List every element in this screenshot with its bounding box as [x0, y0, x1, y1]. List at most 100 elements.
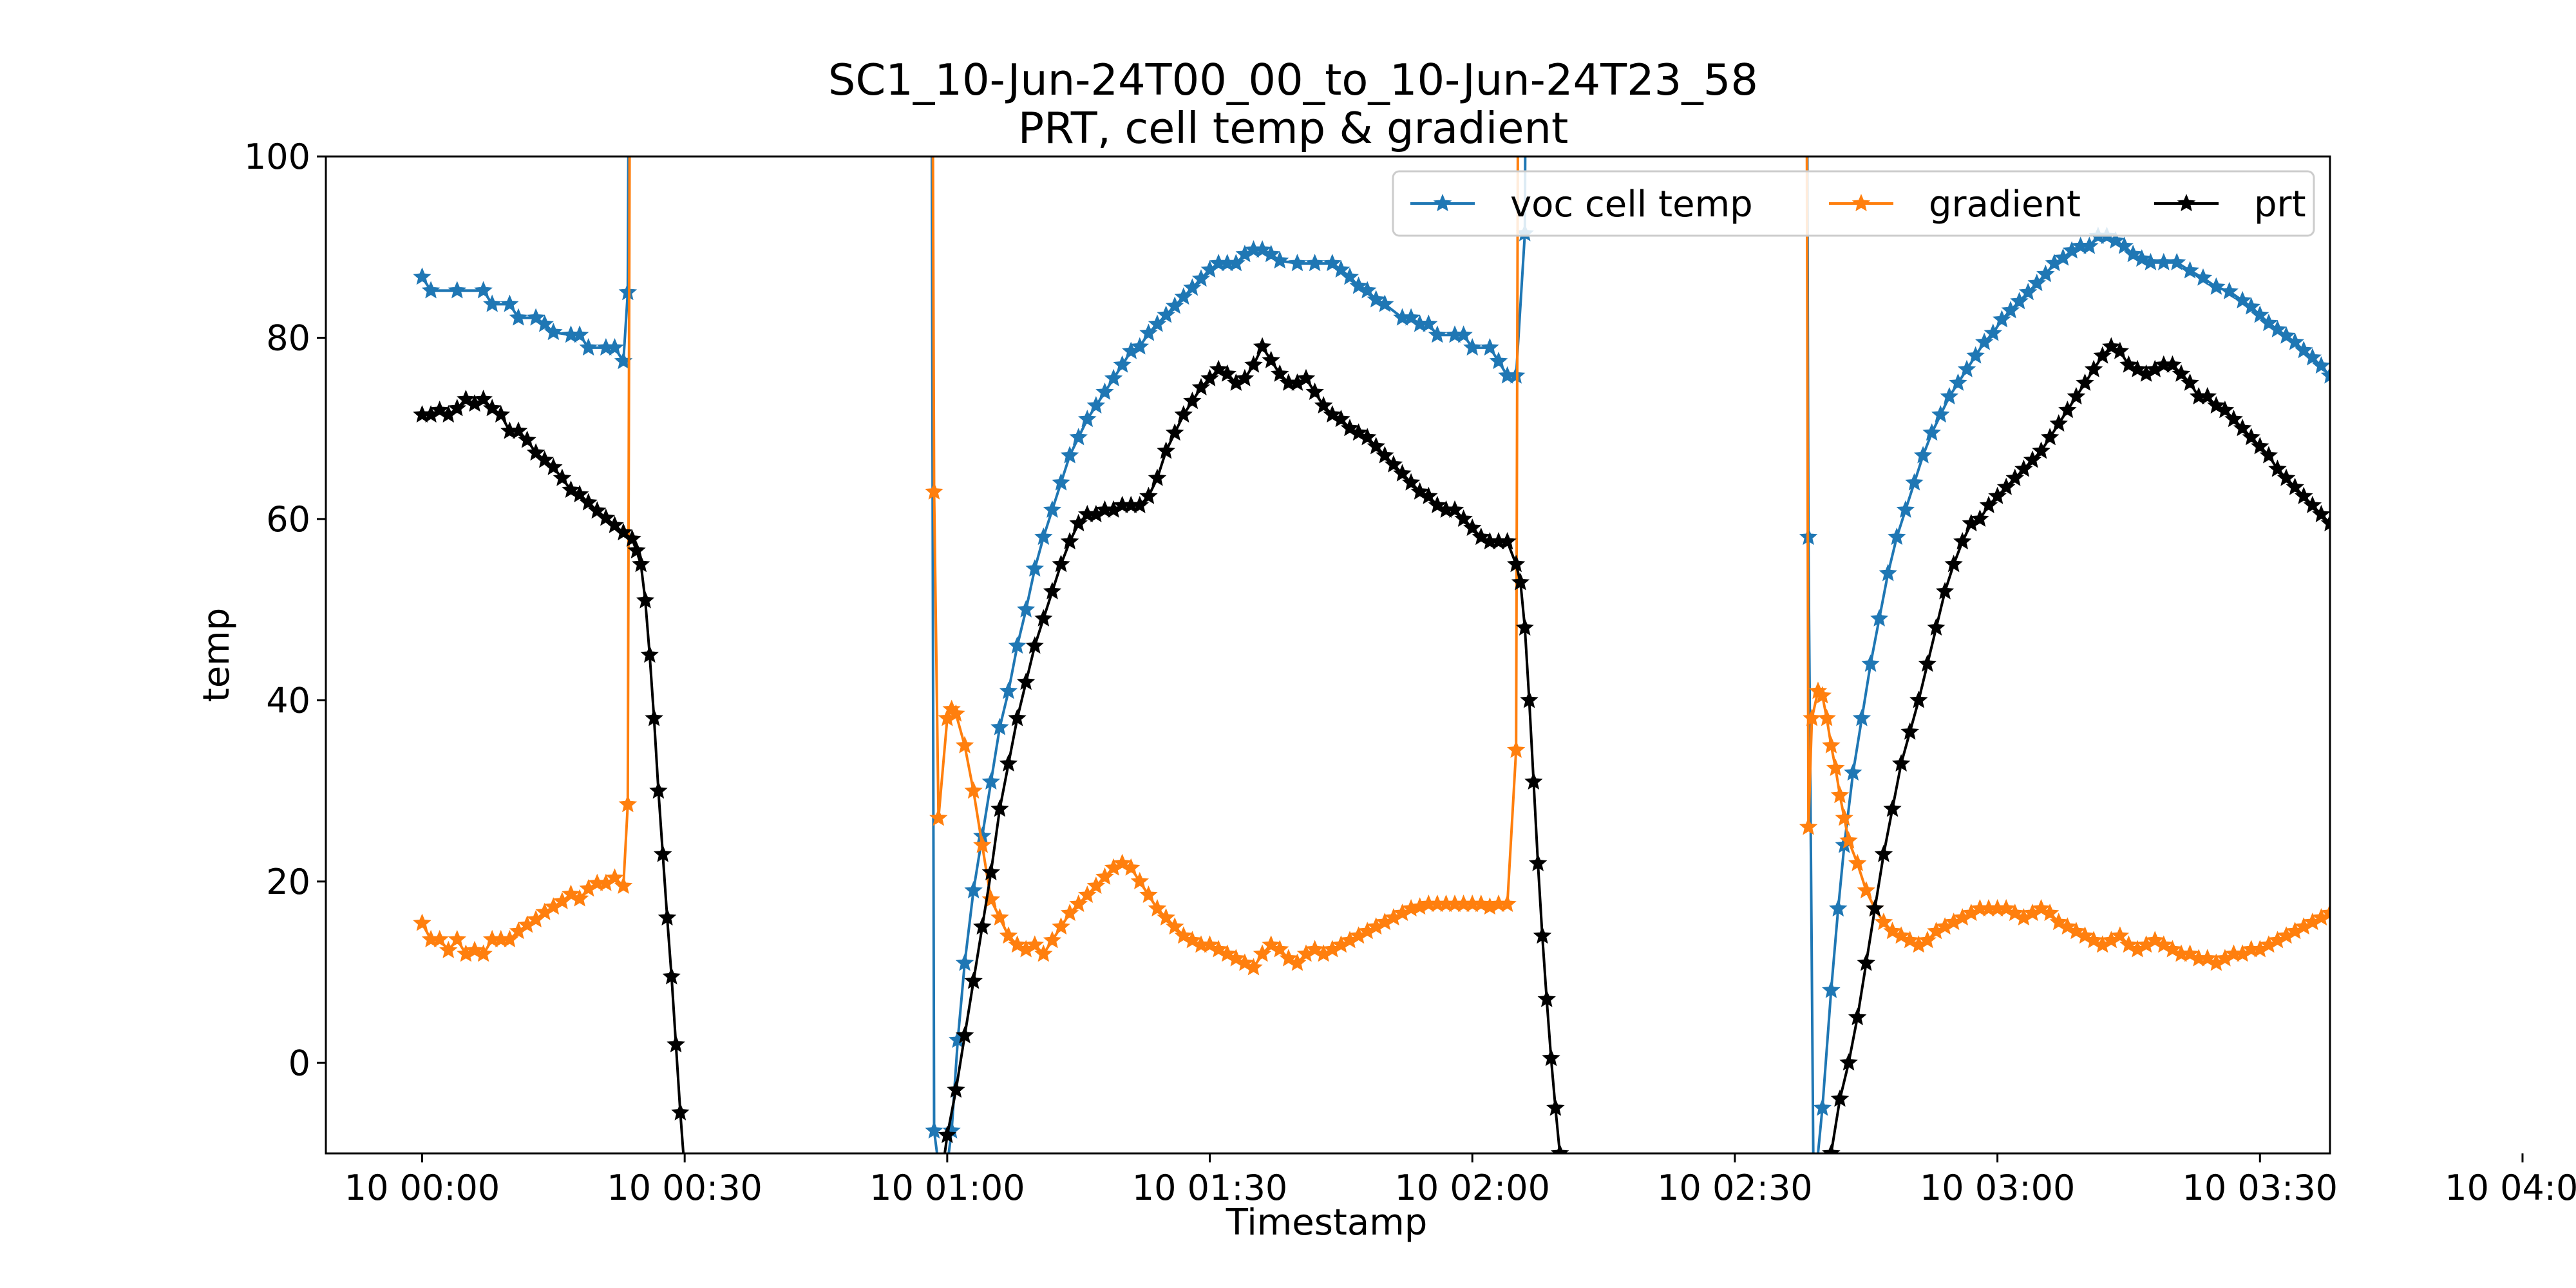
- data-point: [1296, 368, 1316, 386]
- data-point: [973, 917, 992, 935]
- data-point: [2036, 264, 2055, 283]
- data-point: [1253, 337, 1272, 355]
- data-point: [1069, 513, 1088, 532]
- data-point: [999, 753, 1018, 772]
- data-point: [605, 337, 624, 356]
- data-point: [1874, 913, 1893, 931]
- data-point: [990, 799, 1009, 817]
- data-point: [964, 880, 983, 898]
- data-point: [1060, 904, 1079, 922]
- data-point: [2167, 252, 2186, 270]
- data-point: [2242, 428, 2260, 446]
- data-point: [1829, 899, 1848, 917]
- data-point: [439, 940, 458, 958]
- data-point: [1043, 500, 1062, 518]
- data-point: [658, 908, 677, 926]
- data-point: [1271, 940, 1289, 958]
- data-point: [973, 835, 992, 853]
- data-point: [1909, 690, 1928, 708]
- data-point: [2014, 459, 2033, 477]
- data-point: [2058, 401, 2077, 419]
- data-point: [1060, 446, 1079, 464]
- data-point: [1428, 325, 1447, 343]
- data-point: [614, 876, 633, 894]
- data-point: [2224, 410, 2243, 428]
- data-point: [1883, 799, 1902, 817]
- series-gradient: [413, 156, 2330, 976]
- data-point: [964, 781, 983, 799]
- data-point: [588, 501, 607, 519]
- data-point: [2303, 495, 2322, 513]
- data-point: [1165, 423, 1184, 441]
- data-point: [1376, 446, 1394, 464]
- data-point: [1008, 708, 1027, 726]
- data-point: [1271, 364, 1289, 382]
- y-tick-label: 40: [266, 680, 310, 721]
- data-point: [1165, 296, 1184, 314]
- data-point: [1852, 708, 1871, 726]
- data-point: [2027, 274, 2046, 292]
- data-point: [2312, 356, 2330, 374]
- data-point: [999, 681, 1018, 699]
- data-point: [2032, 441, 2050, 459]
- data-point: [1830, 786, 1850, 804]
- data-point: [955, 1026, 974, 1044]
- x-tick-label: 10 01:30: [1132, 1168, 1288, 1208]
- y-axis-label: temp: [196, 608, 238, 703]
- data-point: [1888, 527, 1906, 545]
- data-point: [1008, 636, 1027, 654]
- data-point: [1043, 931, 1062, 949]
- data-point: [947, 704, 965, 722]
- data-point: [1931, 405, 1950, 423]
- data-point: [2193, 268, 2213, 286]
- data-point: [2207, 277, 2226, 295]
- data-point: [1822, 1144, 1841, 1153]
- data-point: [1183, 392, 1202, 410]
- data-point: [1060, 532, 1079, 550]
- data-point: [474, 281, 493, 299]
- data-point: [570, 889, 589, 907]
- data-point: [1918, 654, 1937, 672]
- data-point: [1340, 267, 1359, 285]
- data-point: [544, 323, 563, 341]
- data-point: [1043, 582, 1062, 600]
- data-point: [614, 523, 633, 541]
- data-point: [1481, 337, 1499, 356]
- data-point: [518, 430, 536, 448]
- data-point: [1314, 396, 1333, 414]
- data-point: [1157, 305, 1175, 323]
- data-point: [1848, 1007, 1867, 1025]
- data-point: [2005, 468, 2024, 486]
- data-point: [1130, 871, 1150, 889]
- data-point: [1857, 880, 1875, 898]
- data-point: [990, 717, 1009, 735]
- data-point: [2076, 373, 2094, 391]
- data-point: [1498, 532, 1517, 550]
- data-point: [1419, 486, 1438, 504]
- data-point: [1844, 762, 1862, 781]
- data-point: [2242, 297, 2260, 315]
- data-point: [1861, 654, 1880, 672]
- data-point: [474, 390, 493, 408]
- data-point: [605, 515, 624, 533]
- data-point: [1025, 636, 1044, 654]
- data-point: [1542, 1048, 1560, 1066]
- data-point: [1533, 926, 1552, 944]
- data-point: [509, 308, 528, 326]
- data-point: [482, 294, 502, 312]
- legend: voc cell temp gradient prt: [1392, 170, 2315, 237]
- data-point: [1515, 618, 1534, 636]
- y-tick-label: 20: [266, 862, 310, 902]
- data-point: [544, 457, 563, 475]
- data-point: [1227, 254, 1245, 272]
- data-point: [1183, 278, 1202, 296]
- data-point: [1262, 350, 1280, 368]
- data-point: [1498, 895, 1517, 913]
- data-point: [1358, 281, 1377, 299]
- data-point: [1848, 853, 1867, 871]
- data-point: [482, 399, 502, 417]
- data-point: [1174, 287, 1193, 305]
- series-voc-cell-temp: [413, 156, 2330, 1153]
- plot-frame: [325, 155, 2331, 1155]
- legend-swatch-marker: [2177, 194, 2196, 212]
